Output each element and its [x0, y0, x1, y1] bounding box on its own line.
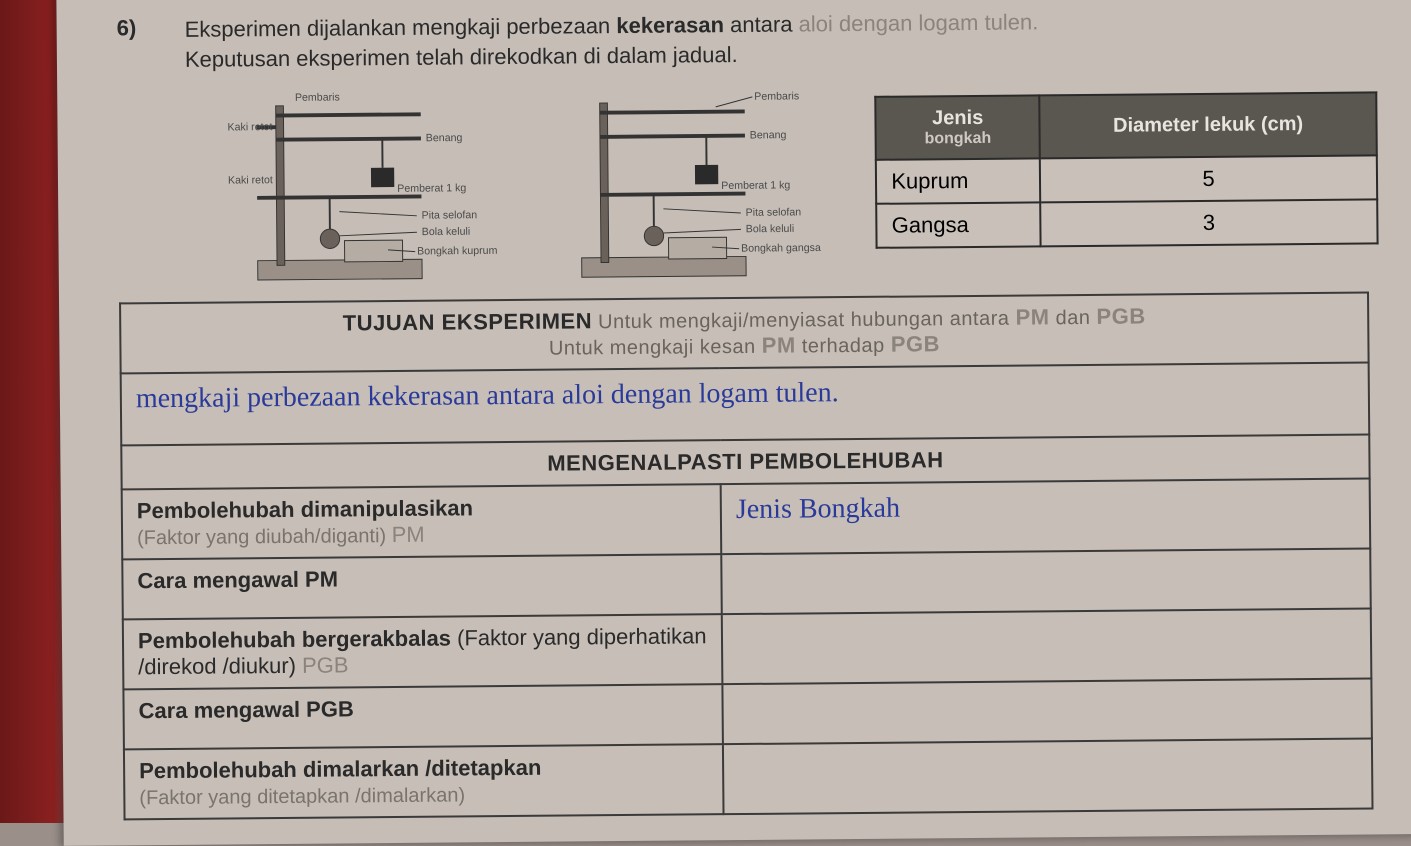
row-cara-pm-answer [721, 549, 1370, 615]
row-pgb-label-cell: Pembolehubah bergerakbalas (Faktor yang … [123, 615, 723, 690]
row-pm-label-cell: Pembolehubah dimanipulasikan (Faktor yan… [122, 485, 722, 560]
tujuan-answer: mengkaji perbezaan kekerasan antara aloi… [136, 378, 839, 415]
tujuan-sub-pgb: PGB [891, 332, 940, 357]
question-row: 6) Eksperimen dijalankan mengkaji perbez… [117, 4, 1377, 74]
cara-pgb-text: Cara mengawal PGB [138, 697, 353, 724]
label-pita: Pita selofan [422, 210, 478, 222]
worksheet-table: TUJUAN EKSPERIMEN Untuk mengkaji/menyias… [119, 292, 1373, 821]
tujuan-sub-pm: PM [762, 333, 796, 358]
tujuan-pm: PM [1015, 305, 1049, 330]
q-line1-faded: aloi dengan logam tulen. [798, 9, 1038, 36]
tujuan-dan: dan [1049, 307, 1096, 329]
row-cara-pgb-answer [722, 679, 1371, 745]
label-kaki-retort: Kaki retot [227, 121, 272, 133]
q-line1-b: antara [724, 11, 799, 37]
header-jenis-top: Jenis [932, 107, 983, 129]
label-bongkah-kuprum: Bongkah kuprum [417, 245, 498, 258]
label2-bola: Bola keluli [745, 223, 794, 235]
label2-benang: Benang [749, 130, 786, 142]
worksheet-paper: 6) Eksperimen dijalankan mengkaji perbez… [56, 0, 1411, 846]
label2-pita: Pita selofan [745, 207, 801, 219]
question-number: 6) [117, 15, 158, 75]
tujuan-pgb: PGB [1096, 304, 1145, 329]
q-line2: Keputusan eksperimen telah direkodkan di… [185, 42, 738, 72]
results-header-jenis: Jenis bongkah [876, 96, 1040, 160]
row-dimalar-label: Pembolehubah dimalarkan /ditetapkan [139, 755, 541, 784]
tujuan-text: Untuk mengkaji/menyiasat hubungan antara [592, 308, 1016, 334]
results-table: Jenis bongkah Diameter lekuk (cm) Kuprum… [875, 92, 1379, 249]
label2-bongkah-gangsa: Bongkah gangsa [741, 242, 821, 255]
label-pembaris: Pembaris [295, 92, 340, 104]
row-pgb-tag: PGB [302, 653, 349, 678]
q-line1-bold: kekerasan [616, 12, 724, 38]
row-cara-pgb-label: Cara mengawal PGB [123, 685, 723, 750]
q-line1-a: Eksperimen dijalankan mengkaji perbezaan [185, 13, 617, 42]
row-dimalar-label-cell: Pembolehubah dimalarkan /ditetapkan (Fak… [124, 745, 724, 820]
tujuan-title: TUJUAN EKSPERIMEN [343, 309, 593, 336]
row-cara-pm-label: Cara mengawal PM [122, 555, 722, 620]
cell-diameter-1: 3 [1040, 200, 1377, 247]
label-bola: Bola keluli [422, 226, 471, 238]
table-row: Gangsa 3 [877, 200, 1378, 248]
table-row: Kuprum 5 [876, 156, 1377, 204]
label-pemberat: Pemberat 1 kg [397, 183, 466, 196]
tujuan-answer-cell: mengkaji perbezaan kekerasan antara aloi… [121, 363, 1370, 446]
row-dimalar-answer [723, 739, 1373, 815]
results-header-diameter: Diameter lekuk (cm) [1039, 93, 1376, 159]
row-dimalar-sub: (Faktor yang ditetapkan /dimalarkan) [139, 785, 465, 810]
tujuan-sub-b: terhadap [796, 335, 891, 358]
apparatus-kuprum: Pembaris Kaki retot Benang Kaki retot Pe… [227, 81, 528, 294]
label2-pembaris: Pembaris [754, 91, 799, 103]
diagram-row: Pembaris Kaki retot Benang Kaki retot Pe… [227, 74, 1379, 294]
row-pgb-label: Pembolehubah bergerakbalas [138, 626, 451, 654]
label2-pemberat: Pemberat 1 kg [721, 180, 790, 193]
cara-pm-text: Cara mengawal PM [137, 567, 338, 594]
tujuan-header-cell: TUJUAN EKSPERIMEN Untuk mengkaji/menyias… [120, 293, 1369, 374]
header-jenis-bottom: bongkah [891, 130, 1025, 149]
label-benang: Benang [426, 132, 463, 144]
cell-diameter-0: 5 [1040, 156, 1377, 203]
label-kaki-retort-2: Kaki retot [228, 175, 273, 187]
cell-material-0: Kuprum [876, 159, 1040, 204]
row-pm-answer: Jenis Bongkah [736, 493, 900, 525]
row-pgb-answer [722, 609, 1372, 685]
row-pm-tag: PM [392, 522, 425, 547]
apparatus-gangsa: Pembaris Benang Pemberat 1 kg Pita selof… [551, 78, 852, 291]
row-pm-sub: (Faktor yang diubah/diganti) [137, 525, 392, 549]
row-pm-label: Pembolehubah dimanipulasikan [137, 496, 473, 524]
cell-material-1: Gangsa [877, 203, 1041, 248]
question-text: Eksperimen dijalankan mengkaji perbezaan… [185, 7, 1039, 74]
row-pm-answer-cell: Jenis Bongkah [721, 479, 1371, 555]
tujuan-sub-a: Untuk mengkaji kesan [549, 336, 762, 360]
